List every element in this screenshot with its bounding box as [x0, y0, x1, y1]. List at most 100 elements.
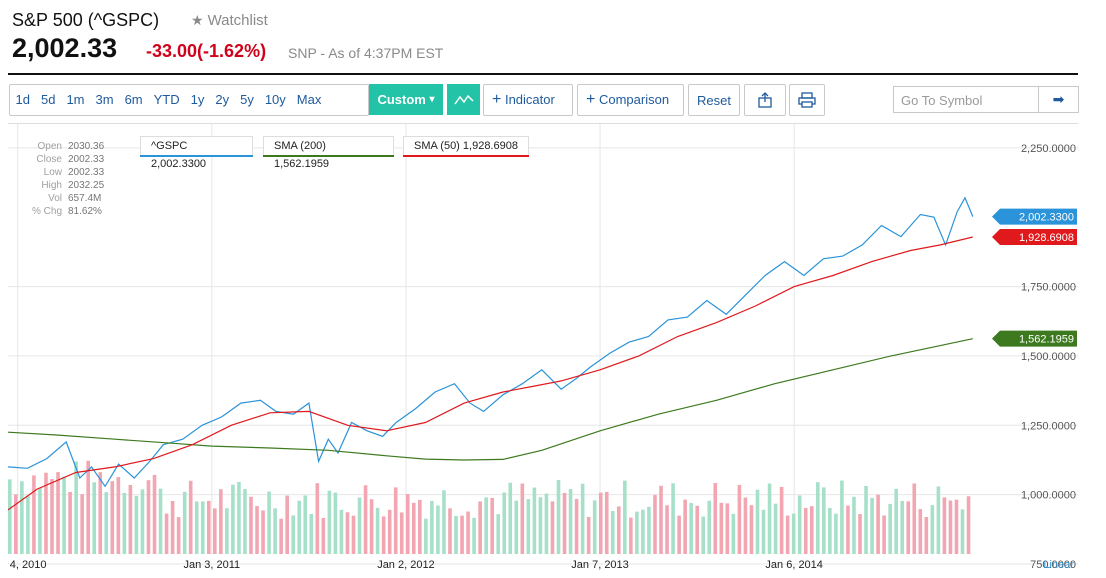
volume-bar	[490, 497, 494, 554]
volume-bar	[604, 491, 609, 554]
volume-bar	[598, 492, 603, 554]
line-chart-icon	[453, 94, 474, 104]
legend-sma200[interactable]: SMA (200) 1,562.1959	[263, 136, 394, 170]
range-1y[interactable]: 1y	[190, 92, 205, 107]
volume-bar	[194, 501, 199, 554]
range-1d[interactable]: 1d	[15, 92, 30, 107]
volume-bar	[864, 485, 868, 554]
y-tick-label: 2,250.0000	[1021, 143, 1076, 155]
legend-gspc[interactable]: ^GSPC 2,002.3300	[140, 136, 253, 170]
y-tick-label: 1,500.0000	[1021, 351, 1076, 363]
volume-bar	[219, 489, 223, 554]
comparison-button[interactable]: + Comparison	[577, 84, 684, 116]
volume-bar	[544, 493, 549, 554]
volume-bar	[918, 509, 923, 554]
watchlist-link[interactable]: ★ Watchlist	[191, 12, 268, 29]
ohlc-row: Open 2030.36	[20, 140, 105, 153]
volume-bar	[683, 499, 687, 554]
go-to-symbol-input[interactable]: Go To Symbol	[893, 86, 1039, 113]
chart-area[interactable]: 2,250.0000 1,750.0000 1,500.0000 1,250.0000…	[8, 123, 1078, 578]
volume-bar	[32, 475, 36, 554]
volume-bar	[568, 488, 573, 554]
range-1m[interactable]: 1m	[66, 92, 85, 107]
volume-bar	[399, 512, 404, 554]
volume-bar	[942, 497, 947, 554]
price-change: -33.00(-1.62%)	[146, 41, 267, 61]
indicator-button[interactable]: + Indicator	[483, 84, 573, 116]
share-button[interactable]	[744, 84, 786, 116]
volume-bar	[472, 517, 476, 554]
volume-bar	[761, 509, 766, 554]
range-ytd[interactable]: YTD	[153, 92, 180, 107]
volume-bar	[267, 491, 271, 554]
print-button[interactable]	[789, 84, 825, 116]
ohlc-value: 81.62%	[68, 206, 102, 217]
volume-bar	[484, 497, 488, 554]
chart-type-button[interactable]	[447, 84, 480, 115]
volume-bar	[840, 480, 844, 554]
custom-range-button[interactable]: Custom ▾	[369, 84, 443, 115]
ohlc-row: Vol 657.4M	[20, 192, 104, 205]
volume-bar	[828, 507, 832, 554]
volume-bar	[8, 479, 12, 554]
reset-button[interactable]: Reset	[688, 84, 740, 116]
range-2y[interactable]: 2y	[215, 92, 230, 107]
volume-bar	[562, 492, 567, 554]
price-chart[interactable]: 2,250.0000 1,750.0000 1,500.0000 1,250.0000…	[8, 124, 1078, 578]
range-selector: 1d 5d 1m 3m 6m YTD 1y 2y 5y 10y Max	[9, 84, 369, 116]
range-10y[interactable]: 10y	[264, 92, 286, 107]
ohlc-value: 2002.33	[68, 154, 105, 165]
volume-bar	[279, 518, 283, 554]
range-max[interactable]: Max	[296, 92, 322, 107]
volume-bar	[200, 501, 205, 554]
x-tick-label: Jan 3, 2011	[183, 559, 240, 571]
volume-bar	[731, 513, 736, 554]
volume-bar	[357, 497, 362, 554]
range-5d[interactable]: 5d	[40, 92, 56, 107]
range-3m[interactable]: 3m	[95, 92, 114, 107]
chevron-down-icon: ▾	[429, 94, 435, 105]
volume-bar	[418, 499, 422, 554]
plus-icon: +	[492, 91, 502, 108]
volume-bar	[912, 483, 917, 554]
volume-bar	[411, 502, 416, 554]
volume-bar	[225, 508, 229, 554]
range-5y[interactable]: 5y	[240, 92, 254, 107]
volume-bar	[846, 505, 850, 554]
volume-bar	[405, 494, 410, 554]
volume-bar	[719, 502, 724, 554]
volume-bar	[454, 515, 458, 554]
volume-bar	[436, 505, 440, 554]
volume-bar	[960, 509, 965, 554]
go-button[interactable]: ➡	[1039, 86, 1079, 113]
volume-bar	[773, 503, 778, 554]
printer-icon	[798, 92, 816, 108]
volume-bar	[767, 483, 772, 554]
volume-bar	[146, 480, 151, 554]
volume-bar	[213, 508, 217, 554]
volume-bar	[231, 484, 235, 554]
ohlc-row: Close 2002.33	[20, 153, 104, 166]
ohlc-label: Vol	[48, 193, 62, 204]
star-icon: ★	[191, 12, 204, 28]
series-line	[8, 196, 974, 488]
volume-bar	[381, 516, 386, 554]
range-6m[interactable]: 6m	[124, 92, 143, 107]
volume-bar	[460, 515, 464, 554]
last-price: 2,002.33	[12, 33, 118, 63]
volume-bar	[44, 472, 48, 554]
x-tick-label: Jan 4, 2010	[8, 559, 46, 571]
ohlc-label: Close	[36, 154, 62, 165]
volume-bar	[966, 496, 971, 554]
volume-bar	[809, 506, 814, 554]
volume-bar	[586, 516, 591, 554]
y-tick-label: 1,250.0000	[1021, 420, 1076, 432]
volume-bar	[653, 495, 657, 554]
volume-bar	[393, 487, 398, 554]
volume-bar	[550, 501, 555, 554]
ohlc-value: 657.4M	[68, 193, 102, 204]
volume-bar	[80, 494, 84, 554]
volume-bar	[68, 491, 72, 554]
legend-sma50[interactable]: SMA (50) 1,928.6908	[403, 136, 529, 157]
volume-bar	[152, 474, 157, 554]
